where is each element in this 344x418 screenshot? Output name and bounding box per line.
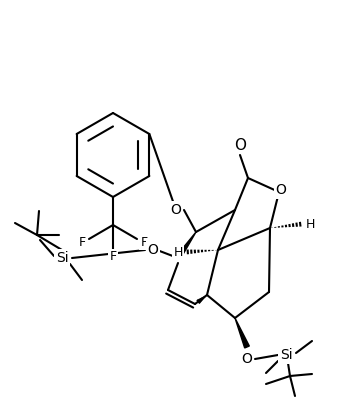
Text: O: O — [171, 203, 181, 217]
Text: O: O — [241, 352, 252, 366]
Text: O: O — [276, 183, 287, 197]
Text: F: F — [140, 235, 148, 248]
Text: H: H — [173, 245, 183, 258]
Polygon shape — [235, 318, 249, 348]
Polygon shape — [176, 232, 196, 260]
Text: Si: Si — [56, 251, 68, 265]
Text: O: O — [234, 138, 246, 153]
Text: O: O — [148, 243, 159, 257]
Text: Si: Si — [280, 348, 292, 362]
Text: F: F — [78, 235, 86, 248]
Text: F: F — [109, 250, 117, 263]
Text: H: H — [305, 217, 315, 230]
